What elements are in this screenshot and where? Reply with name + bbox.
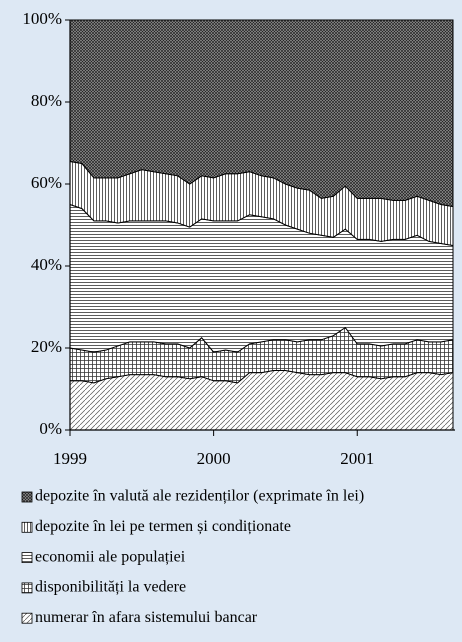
legend-swatch — [21, 612, 33, 624]
legend-swatch — [21, 552, 33, 563]
area — [69, 19, 454, 208]
legend-label: disponibilități la vedere — [35, 579, 186, 596]
y-tick-label: 60% — [31, 173, 62, 192]
y-tick-label: 40% — [31, 255, 62, 274]
y-tick-label: 0% — [39, 419, 62, 438]
legend-swatch — [21, 491, 33, 503]
y-tick-label: 20% — [31, 337, 62, 356]
legend-swatch — [21, 582, 33, 594]
legend-label: depozite în lei pe termen și condiționat… — [35, 518, 291, 535]
x-tick-label: 1999 — [53, 449, 87, 468]
y-tick-label: 100% — [22, 9, 62, 28]
legend-label: depozite în valută ale rezidenților (exp… — [35, 488, 364, 505]
x-tick-label: 2001 — [340, 449, 374, 468]
legend-label: economii ale populației — [35, 548, 186, 565]
legend-label: numerar în afara sistemului bancar — [35, 609, 258, 626]
area — [69, 370, 454, 431]
legend-swatch — [21, 521, 33, 533]
x-tick-label: 2000 — [197, 449, 231, 468]
y-tick-label: 80% — [31, 91, 62, 110]
